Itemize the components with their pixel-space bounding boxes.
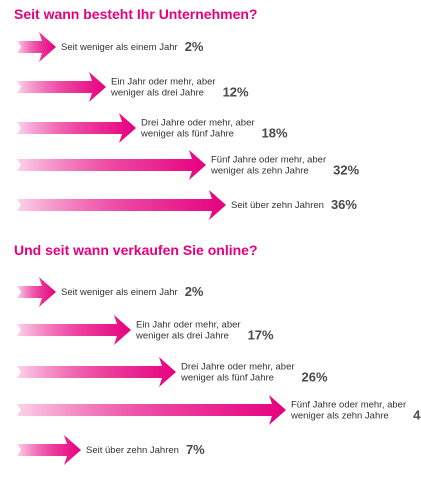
value-label: 2% bbox=[185, 39, 204, 54]
category-label: Fünf Jahre oder mehr, aber bbox=[211, 155, 326, 166]
category-label: Ein Jahr oder mehr, aber bbox=[136, 320, 241, 331]
value-label: 32% bbox=[333, 163, 359, 178]
bar-arrow bbox=[17, 32, 56, 62]
bar-arrow bbox=[17, 113, 136, 143]
category-label: weniger als zehn Jahre bbox=[210, 166, 309, 177]
bar-arrow bbox=[17, 72, 106, 102]
chart-2-title: Und seit wann verkaufen Sie online? bbox=[14, 242, 258, 258]
category-label: weniger als drei Jahre bbox=[135, 331, 229, 342]
bar-arrow bbox=[17, 315, 131, 345]
category-label: Seit über zehn Jahren bbox=[231, 200, 324, 211]
value-label: 2% bbox=[185, 284, 204, 299]
category-label: Seit weniger als einem Jahr bbox=[61, 42, 178, 53]
category-label: weniger als fünf Jahre bbox=[140, 129, 234, 140]
value-label: 26% bbox=[302, 370, 328, 385]
bar-arrow bbox=[17, 357, 176, 387]
bar-arrow bbox=[17, 395, 286, 425]
value-label: 48% bbox=[413, 408, 421, 423]
chart-1-title: Seit wann besteht Ihr Unternehmen? bbox=[14, 6, 258, 22]
value-label: 36% bbox=[331, 197, 357, 212]
category-label: weniger als zehn Jahre bbox=[290, 411, 389, 422]
value-label: 18% bbox=[262, 126, 288, 141]
category-label: weniger als fünf Jahre bbox=[180, 373, 274, 384]
category-label: weniger als drei Jahre bbox=[110, 88, 204, 99]
bar-arrow bbox=[17, 435, 81, 465]
category-label: Fünf Jahre oder mehr, aber bbox=[291, 400, 406, 411]
bar-arrow bbox=[17, 150, 206, 180]
bar-arrow bbox=[17, 190, 226, 220]
category-label: Seit weniger als einem Jahr bbox=[61, 287, 178, 298]
category-label: Ein Jahr oder mehr, aber bbox=[111, 77, 216, 88]
category-label: Drei Jahre oder mehr, aber bbox=[141, 118, 255, 129]
value-label: 17% bbox=[248, 328, 274, 343]
value-label: 7% bbox=[186, 442, 205, 457]
category-label: Drei Jahre oder mehr, aber bbox=[181, 362, 295, 373]
value-label: 12% bbox=[223, 85, 249, 100]
category-label: Seit über zehn Jahren bbox=[86, 445, 179, 456]
bar-arrow bbox=[17, 277, 56, 307]
